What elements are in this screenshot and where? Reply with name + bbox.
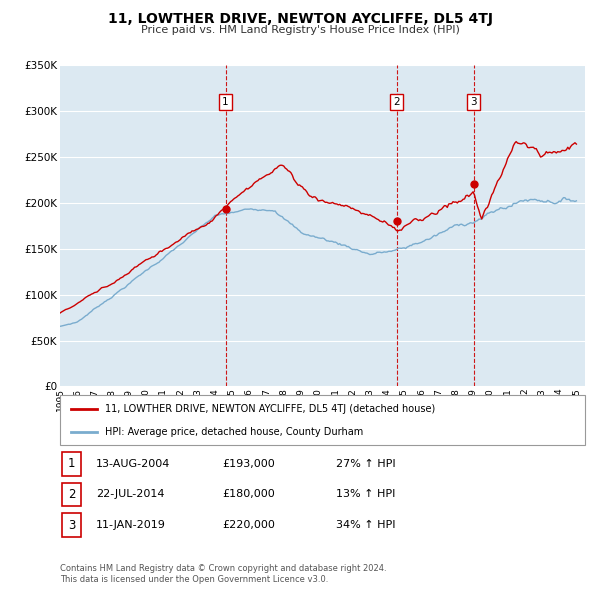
Text: £220,000: £220,000 <box>222 520 275 530</box>
Text: 13% ↑ HPI: 13% ↑ HPI <box>336 490 395 499</box>
Text: 3: 3 <box>470 97 477 107</box>
Text: 2: 2 <box>68 488 75 501</box>
Text: 11, LOWTHER DRIVE, NEWTON AYCLIFFE, DL5 4TJ: 11, LOWTHER DRIVE, NEWTON AYCLIFFE, DL5 … <box>107 12 493 26</box>
Text: 11, LOWTHER DRIVE, NEWTON AYCLIFFE, DL5 4TJ (detached house): 11, LOWTHER DRIVE, NEWTON AYCLIFFE, DL5 … <box>104 404 435 414</box>
Bar <box>62 452 81 476</box>
Text: £180,000: £180,000 <box>222 490 275 499</box>
Text: Price paid vs. HM Land Registry's House Price Index (HPI): Price paid vs. HM Land Registry's House … <box>140 25 460 35</box>
Text: £193,000: £193,000 <box>222 459 275 468</box>
Bar <box>62 513 81 537</box>
Text: 1: 1 <box>68 457 75 470</box>
Text: 11-JAN-2019: 11-JAN-2019 <box>96 520 166 530</box>
Text: 3: 3 <box>68 519 75 532</box>
Text: This data is licensed under the Open Government Licence v3.0.: This data is licensed under the Open Gov… <box>60 575 328 584</box>
Text: 34% ↑ HPI: 34% ↑ HPI <box>336 520 395 530</box>
Text: HPI: Average price, detached house, County Durham: HPI: Average price, detached house, Coun… <box>104 427 363 437</box>
Text: 13-AUG-2004: 13-AUG-2004 <box>96 459 170 468</box>
Text: 2: 2 <box>393 97 400 107</box>
Text: 22-JUL-2014: 22-JUL-2014 <box>96 490 164 499</box>
Text: 1: 1 <box>222 97 229 107</box>
Bar <box>62 483 81 506</box>
Text: 27% ↑ HPI: 27% ↑ HPI <box>336 459 395 468</box>
Text: Contains HM Land Registry data © Crown copyright and database right 2024.: Contains HM Land Registry data © Crown c… <box>60 565 386 573</box>
